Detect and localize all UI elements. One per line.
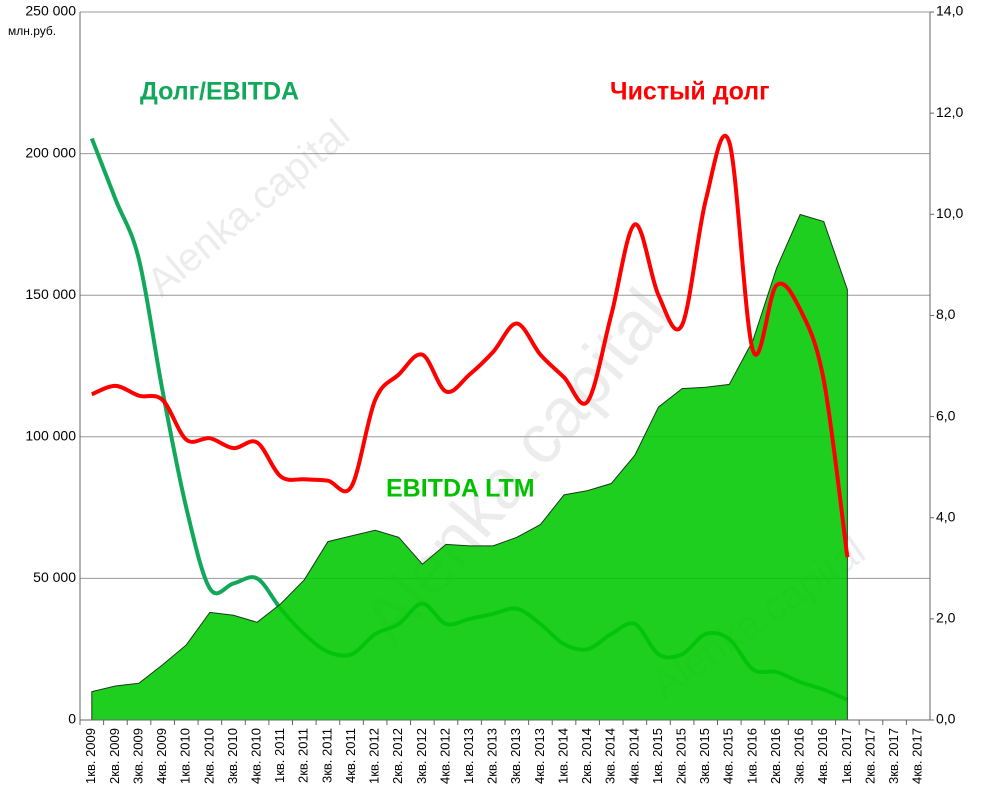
x-tick-label: 3кв. 2017 [886,728,901,784]
x-tick-label: 4кв. 2009 [154,728,169,784]
y-tick-label: 150 000 [25,286,76,302]
x-tick-label: 1кв. 2010 [178,728,193,784]
x-tick-label: 1кв. 2016 [744,728,759,784]
x-tick-label: 4кв. 2013 [532,728,547,784]
x-tick-label: 3кв. 2011 [319,728,334,783]
x-tick-label: 2кв. 2013 [485,728,500,784]
y2-tick-label: 12,0 [936,104,963,120]
y-tick-label: 0 [68,711,76,727]
x-tick-label: 3кв. 2016 [792,728,807,784]
series-label: Чистый долг [610,78,770,106]
x-tick-label: 1кв. 2013 [461,728,476,784]
x-tick-label: 3кв. 2009 [130,728,145,784]
line [91,133,850,558]
x-tick-label: 2кв. 2012 [390,728,405,784]
x-tick-label: 1кв. 2011 [272,728,287,783]
x-tick-label: 2кв. 2014 [579,728,594,784]
x-tick-label: 2кв. 2010 [201,728,216,784]
x-tick-label: 4кв. 2011 [343,728,358,783]
y2-tick-label: 4,0 [936,508,956,524]
y2-tick-label: 2,0 [936,610,956,626]
y2-tick-label: 14,0 [936,3,963,19]
x-tick-label: 2кв. 2011 [296,728,311,783]
x-tick-label: 1кв. 2015 [650,728,665,784]
y2-tick-label: 8,0 [936,306,956,322]
y-tick-label: 200 000 [25,144,76,160]
y2-tick-label: 6,0 [936,407,956,423]
y-tick-label: 250 000 [25,3,76,19]
y2-tick-label: 10,0 [936,205,963,221]
unit-label: млн.руб. [8,24,56,38]
x-tick-label: 1кв. 2017 [839,728,854,784]
x-tick-label: 4кв. 2015 [721,728,736,784]
watermark: Alenka.capital [139,111,358,305]
x-tick-label: 3кв. 2013 [508,728,523,784]
y-tick-label: 100 000 [25,428,76,444]
x-tick-label: 1кв. 2009 [83,728,98,784]
y2-tick-label: 0,0 [936,711,956,727]
x-tick-label: 2кв. 2009 [107,728,122,784]
x-tick-label: 2кв. 2015 [674,728,689,784]
x-tick-label: 4кв. 2014 [626,728,641,784]
x-tick-label: 3кв. 2015 [697,728,712,784]
series-label: EBITDA LTM [386,475,535,503]
x-tick-label: 4кв. 2012 [437,728,452,784]
x-tick-label: 2кв. 2016 [768,728,783,784]
area [91,213,848,721]
series-label: Долг/EBITDA [140,78,299,106]
x-tick-label: 1кв. 2014 [555,728,570,784]
x-tick-label: 4кв. 2017 [910,728,925,784]
x-tick-label: 2кв. 2017 [862,728,877,784]
x-tick-label: 3кв. 2010 [225,728,240,784]
y-tick-label: 50 000 [33,569,76,585]
x-tick-label: 4кв. 2016 [815,728,830,784]
x-tick-label: 3кв. 2014 [603,728,618,784]
x-tick-label: 3кв. 2012 [414,728,429,784]
x-tick-label: 4кв. 2010 [249,728,264,784]
x-tick-label: 1кв. 2012 [367,728,382,784]
